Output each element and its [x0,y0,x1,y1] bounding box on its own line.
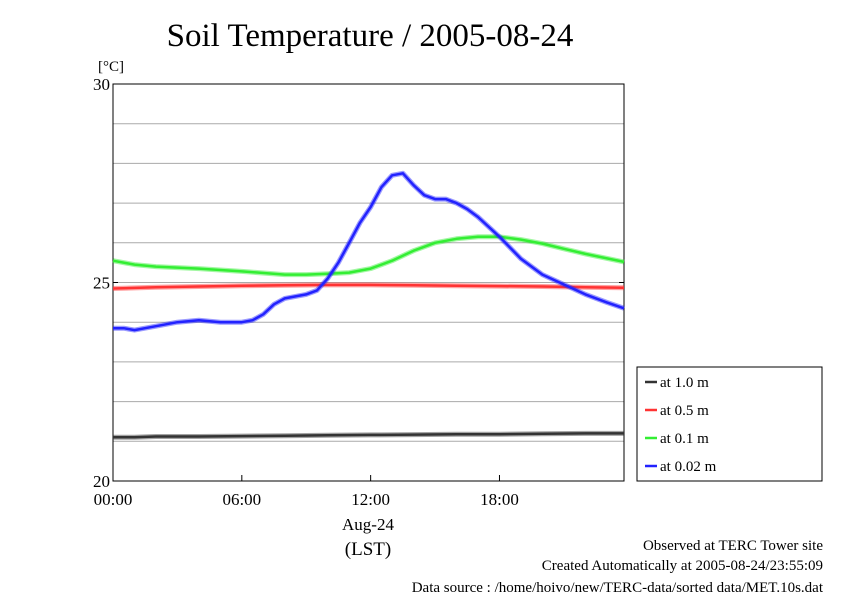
legend: at 1.0 m at 0.5 m at 0.1 m at 0.02 m [636,366,823,482]
footer-observed: Observed at TERC Tower site [643,538,823,554]
legend-label: at 0.1 m [660,431,709,447]
y-tick-label: 30 [93,75,110,94]
footer-data-source: Data source : /home/hoivo/new/TERC-data/… [412,580,824,595]
legend-items: at 1.0 m at 0.5 m at 0.1 m at 0.02 m [645,375,717,475]
y-tick-label: 25 [93,274,110,293]
x-axis-zone-label: (LST) [345,539,391,560]
y-axis-ticks: 20 25 30 [93,75,624,491]
grid-lines [113,123,624,442]
x-tick-label: 00:00 [94,490,133,509]
legend-label: at 0.5 m [660,403,709,419]
x-axis-ticks: 00:00 06:00 12:00 18:00 [94,475,519,509]
chart-title: Soil Temperature / 2005-08-24 [167,18,574,54]
series-line-halo [113,170,625,333]
y-tick-label: 20 [93,472,110,491]
legend-label: at 0.02 m [660,459,717,475]
series-line [113,172,625,332]
series-line [112,235,625,276]
y-axis-unit: [°C] [98,59,124,75]
x-tick-label: 06:00 [222,490,261,509]
legend-box [636,366,823,482]
x-tick-label: 12:00 [351,490,390,509]
footer-created: Created Automatically at 2005-08-24/23:5… [542,558,823,574]
x-axis-date-label: Aug-24 [342,515,394,534]
legend-label: at 1.0 m [660,375,709,391]
series-lines [112,170,625,440]
series-line [112,283,625,290]
series-line [113,432,624,439]
x-tick-label: 18:00 [480,490,519,509]
